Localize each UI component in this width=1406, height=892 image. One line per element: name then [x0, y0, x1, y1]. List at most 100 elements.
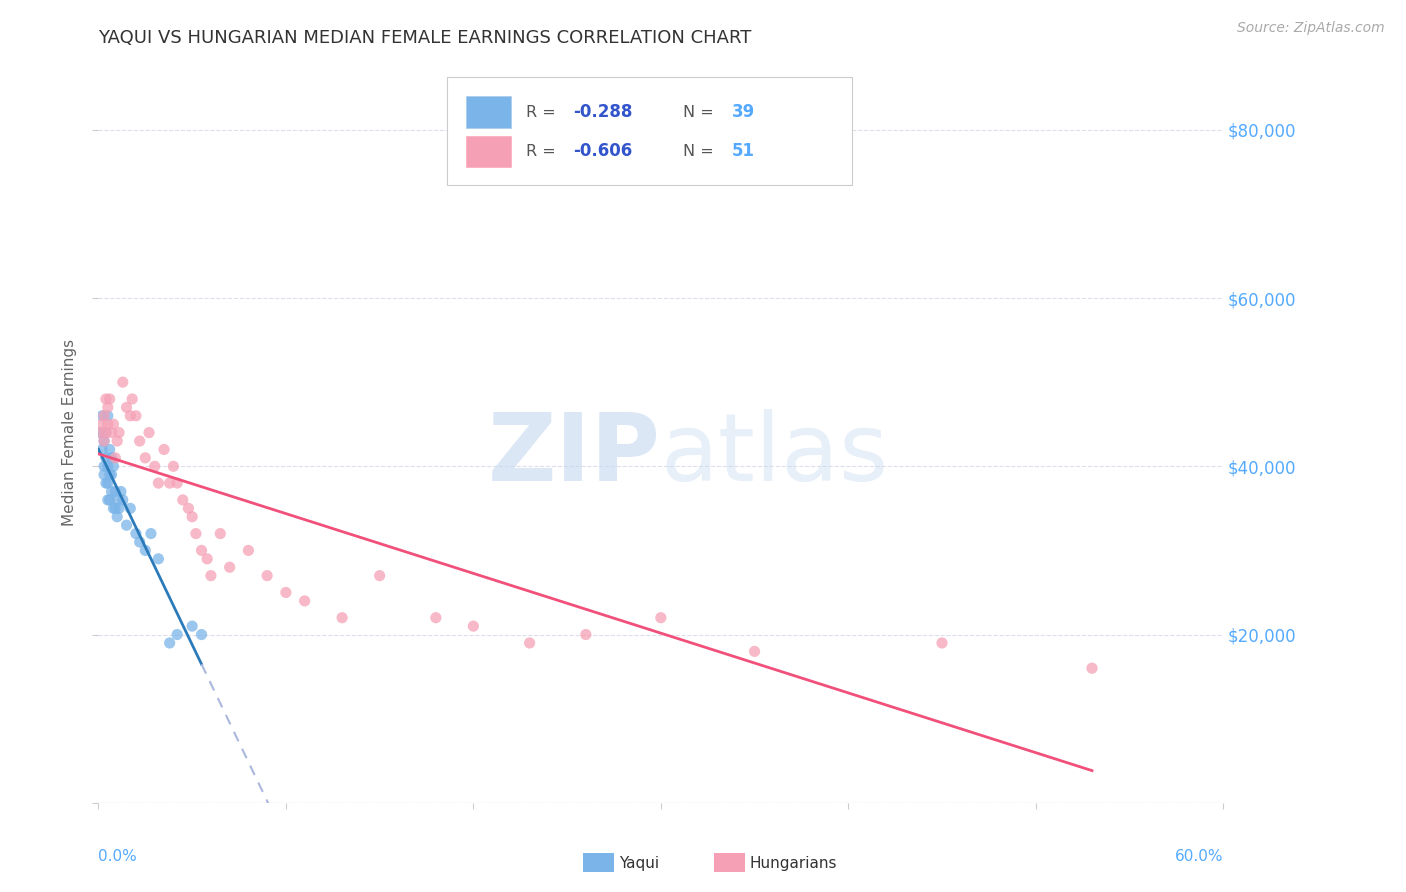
Point: [94, 392, 117, 406]
Point: [100, 425, 122, 440]
Point: [93, 409, 115, 423]
Text: 39: 39: [731, 103, 755, 121]
Point: [134, 450, 156, 465]
Text: Hungarians: Hungarians: [749, 856, 837, 871]
Point: [94, 450, 117, 465]
Point: [256, 568, 278, 582]
Point: [93, 434, 115, 448]
Text: N =: N =: [683, 104, 720, 120]
Point: [98, 492, 121, 507]
Point: [463, 619, 485, 633]
Y-axis label: Median Female Earnings: Median Female Earnings: [62, 339, 77, 526]
Text: -0.606: -0.606: [574, 143, 633, 161]
Point: [190, 543, 212, 558]
Text: 60.0%: 60.0%: [1175, 849, 1223, 864]
Point: [218, 560, 240, 574]
Point: [91, 417, 114, 432]
Text: 0.0%: 0.0%: [98, 849, 138, 864]
Text: R =: R =: [526, 104, 561, 120]
Text: atlas: atlas: [661, 409, 889, 500]
Point: [177, 501, 200, 516]
Point: [274, 585, 297, 599]
Point: [159, 476, 181, 491]
Point: [744, 644, 766, 658]
Point: [148, 476, 170, 491]
Point: [120, 409, 142, 423]
FancyBboxPatch shape: [447, 78, 852, 185]
Text: YAQUI VS HUNGARIAN MEDIAN FEMALE EARNINGS CORRELATION CHART: YAQUI VS HUNGARIAN MEDIAN FEMALE EARNING…: [98, 29, 752, 47]
Point: [115, 401, 138, 415]
Point: [103, 459, 125, 474]
Point: [200, 568, 222, 582]
Point: [97, 409, 120, 423]
Point: [98, 467, 121, 482]
Point: [93, 434, 115, 448]
Point: [105, 509, 128, 524]
Point: [181, 509, 204, 524]
Point: [153, 442, 176, 457]
Point: [330, 610, 353, 624]
Text: ZIP: ZIP: [488, 409, 661, 500]
Point: [120, 501, 142, 516]
Point: [94, 425, 117, 440]
Point: [195, 551, 218, 566]
Point: [97, 492, 120, 507]
Point: [103, 417, 125, 432]
Point: [159, 636, 181, 650]
Text: R =: R =: [526, 144, 561, 159]
Point: [209, 526, 232, 541]
Point: [105, 434, 128, 448]
Point: [103, 501, 125, 516]
Point: [128, 535, 150, 549]
Point: [139, 526, 162, 541]
Point: [91, 442, 114, 457]
Point: [128, 434, 150, 448]
Point: [238, 543, 260, 558]
Point: [111, 492, 134, 507]
Point: [91, 409, 114, 423]
Point: [166, 476, 188, 491]
Text: N =: N =: [683, 144, 720, 159]
Point: [121, 392, 143, 406]
Text: -0.288: -0.288: [574, 103, 633, 121]
Point: [98, 392, 121, 406]
Point: [108, 425, 131, 440]
Point: [425, 610, 447, 624]
Point: [108, 501, 131, 516]
Bar: [467, 136, 512, 167]
Point: [166, 627, 188, 641]
Point: [1081, 661, 1104, 675]
Point: [93, 467, 115, 482]
Point: [162, 459, 184, 474]
Point: [104, 450, 127, 465]
Point: [575, 627, 598, 641]
Point: [931, 636, 953, 650]
Point: [94, 476, 117, 491]
Point: [100, 450, 122, 465]
Point: [97, 417, 120, 432]
Point: [104, 484, 127, 499]
Point: [111, 375, 134, 389]
Point: [97, 476, 120, 491]
Point: [100, 484, 122, 499]
Point: [115, 518, 138, 533]
Point: [89, 425, 111, 440]
Point: [368, 568, 391, 582]
Bar: [467, 96, 512, 128]
Point: [98, 442, 121, 457]
Point: [104, 501, 127, 516]
Point: [89, 425, 111, 440]
Point: [650, 610, 672, 624]
Point: [93, 459, 115, 474]
Text: Yaqui: Yaqui: [619, 856, 659, 871]
Point: [125, 409, 148, 423]
Text: 51: 51: [731, 143, 755, 161]
Point: [172, 492, 194, 507]
Point: [97, 459, 120, 474]
Point: [519, 636, 541, 650]
Point: [110, 484, 132, 499]
Point: [134, 543, 156, 558]
Point: [190, 627, 212, 641]
Point: [97, 401, 120, 415]
Point: [105, 492, 128, 507]
